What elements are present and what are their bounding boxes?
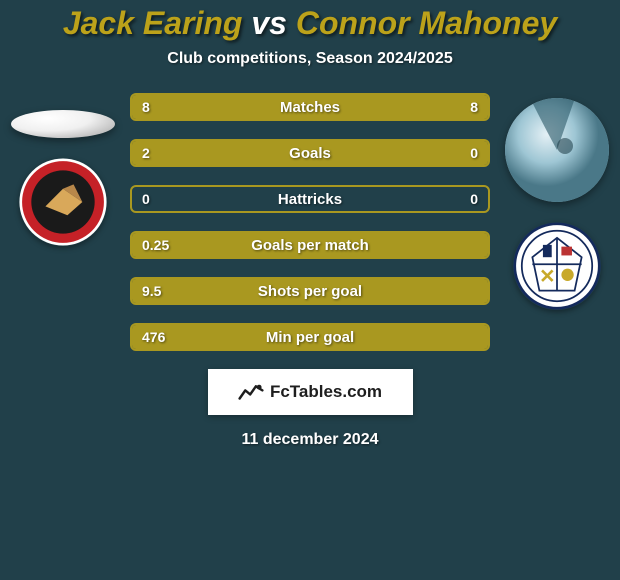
stat-value-right: 8 [470,95,478,119]
stat-value-right: 0 [470,141,478,165]
player2-club-badge [513,222,601,310]
fctables-logo-icon [238,381,264,403]
date-text: 11 december 2024 [242,431,379,449]
watermark-text: FcTables.com [270,382,382,402]
stat-row: Matches8 8 [130,93,490,121]
subtitle: Club competitions, Season 2024/2025 [167,50,452,68]
walsall-badge-icon [19,158,107,246]
stat-row: Goals2 0 [130,139,490,167]
comparison-card: Jack Earing vs Connor Mahoney Club compe… [0,0,620,580]
stat-label: Goals per match [132,233,488,257]
stat-value-left: 0 [142,187,150,211]
body-row: Matches88Goals20Hattricks00Goals per mat… [0,93,620,351]
stat-row: Goals per match0.25 [130,231,490,259]
stat-label: Shots per goal [132,279,488,303]
stat-row: Min per goal476 [130,323,490,351]
stat-value-left: 2 [142,141,150,165]
stat-value-left: 8 [142,95,150,119]
player1-name: Jack Earing [63,5,243,41]
player2-name: Connor Mahoney [296,5,557,41]
stat-label: Matches [132,95,488,119]
stat-value-left: 476 [142,325,165,349]
stat-label: Min per goal [132,325,488,349]
stat-value-right: 0 [470,187,478,211]
page-title: Jack Earing vs Connor Mahoney [63,5,557,42]
left-side-column [8,93,118,246]
player1-club-badge [19,158,107,246]
barrow-badge-icon [513,222,601,310]
stat-label: Hattricks [132,187,488,211]
stat-value-left: 9.5 [142,279,161,303]
stats-column: Matches88Goals20Hattricks00Goals per mat… [130,93,490,351]
right-side-column [502,93,612,310]
stat-label: Goals [132,141,488,165]
watermark: FcTables.com [208,369,413,415]
stat-row: Shots per goal9.5 [130,277,490,305]
player1-avatar [11,110,115,138]
vs-text: vs [251,5,287,41]
stat-value-left: 0.25 [142,233,169,257]
player2-avatar [505,98,609,202]
stat-row: Hattricks0 0 [130,185,490,213]
